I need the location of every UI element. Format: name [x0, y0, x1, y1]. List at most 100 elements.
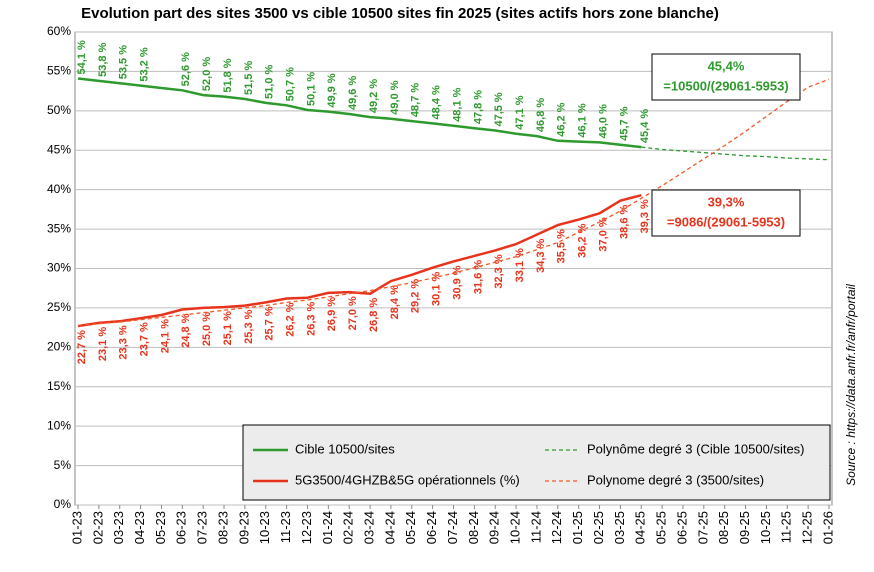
data-label: 32,3 % [493, 254, 505, 288]
data-label: 46,1 % [577, 103, 589, 137]
y-tick-label: 35% [47, 221, 71, 235]
annotation-box [651, 189, 801, 237]
data-label: 37,0 % [597, 217, 609, 251]
legend-label: Polynome degré 3 (3500/sites) [587, 472, 764, 487]
x-tick-label: 06-24 [424, 511, 439, 544]
data-label: 26,9 % [326, 297, 338, 331]
y-tick-label: 60% [47, 24, 71, 38]
data-label: 50,7 % [285, 67, 297, 101]
x-tick-label: 12-24 [549, 511, 564, 544]
x-tick-label: 01-23 [69, 511, 84, 544]
x-tick-label: 07-23 [195, 511, 210, 544]
data-label: 46,2 % [556, 102, 568, 136]
data-label: 35,5 % [556, 229, 568, 263]
data-label: 49,6 % [347, 76, 359, 110]
data-label: 22,7 % [76, 330, 88, 364]
series-line [77, 77, 642, 149]
x-tick-label: 12-25 [800, 511, 815, 544]
x-tick-label: 11-23 [278, 511, 293, 543]
data-label: 45,7 % [618, 106, 630, 140]
y-tick-label: 15% [47, 379, 71, 393]
data-label: 48,4 % [431, 85, 443, 119]
data-label: 49,9 % [326, 73, 338, 107]
annotation-text: =9086/(29061-5953) [667, 214, 785, 229]
legend [242, 424, 831, 501]
data-label: 49,0 % [389, 80, 401, 114]
data-label: 24,8 % [180, 313, 192, 347]
x-tick-label: 12-23 [299, 511, 314, 544]
x-tick-label: 08-23 [215, 511, 230, 544]
data-label: 27,0 % [347, 296, 359, 330]
data-label: 38,6 % [618, 204, 630, 238]
data-label: 50,1 % [305, 72, 317, 106]
data-label: 47,1 % [514, 95, 526, 129]
x-tick-label: 10-23 [257, 511, 272, 544]
x-tick-label: 09-23 [236, 511, 251, 544]
y-tick-label: 25% [47, 300, 71, 314]
annotation-text: =10500/(29061-5953) [663, 78, 788, 93]
y-tick-label: 5% [54, 458, 72, 472]
x-tick-label: 08-24 [466, 511, 481, 544]
x-tick-label: 05-23 [153, 511, 168, 544]
x-tick-label: 09-24 [487, 511, 502, 544]
x-tick-label: 02-24 [341, 511, 356, 544]
data-label: 46,0 % [597, 104, 609, 138]
x-tick-label: 05-25 [654, 511, 669, 544]
x-tick-label: 05-24 [403, 511, 418, 544]
y-tick-label: 0% [54, 497, 72, 511]
x-tick-label: 11-24 [528, 511, 543, 543]
y-tick-label: 40% [47, 182, 71, 196]
data-label: 33,1 % [514, 248, 526, 282]
trend-line [77, 78, 830, 326]
data-label: 48,7 % [410, 83, 422, 117]
y-tick-label: 30% [47, 261, 71, 275]
annotation-box [651, 53, 801, 101]
data-label: 51,5 % [243, 61, 255, 95]
data-label: 54,1 % [76, 40, 88, 74]
data-label: 34,3 % [535, 238, 547, 272]
data-label: 28,4 % [389, 285, 401, 319]
x-tick-label: 04-23 [132, 511, 147, 544]
data-label: 24,1 % [159, 319, 171, 353]
data-label: 26,3 % [305, 301, 317, 335]
x-tick-label: 02-23 [90, 511, 105, 544]
x-tick-label: 11-25 [779, 511, 794, 543]
x-tick-label: 04-24 [382, 511, 397, 544]
data-label: 52,0 % [201, 57, 213, 91]
x-tick-label: 10-25 [758, 511, 773, 544]
data-label: 49,2 % [368, 79, 380, 113]
data-label: 23,7 % [138, 322, 150, 356]
legend-label: Cible 10500/sites [295, 441, 395, 456]
y-tick-label: 50% [47, 103, 71, 117]
data-label: 29,2 % [410, 279, 422, 313]
data-label: 48,1 % [451, 87, 463, 121]
data-label: 30,9 % [451, 265, 463, 299]
x-tick-label: 07-24 [445, 511, 460, 544]
data-label: 53,8 % [97, 42, 109, 76]
data-label: 26,8 % [368, 298, 380, 332]
data-label: 25,7 % [264, 306, 276, 340]
data-label: 47,8 % [472, 90, 484, 124]
chart-title: Evolution part des sites 3500 vs cible 1… [81, 5, 719, 22]
data-label: 39,3 % [639, 199, 651, 233]
annotation-text: 45,4% [708, 58, 745, 73]
legend-label: 5G3500/4GHZB&5G opérationnels (%) [295, 472, 520, 487]
data-label: 51,0 % [264, 64, 276, 98]
data-label: 25,0 % [201, 312, 213, 346]
data-label: 25,3 % [243, 309, 255, 343]
x-tick-label: 03-24 [361, 511, 376, 544]
x-tick-label: 04-25 [633, 511, 648, 544]
data-label: 23,1 % [97, 327, 109, 361]
x-tick-label: 09-25 [737, 511, 752, 544]
annotation-text: 39,3% [708, 194, 745, 209]
y-tick-label: 55% [47, 64, 71, 78]
source: Source : https://data.anfr.fr/anfr/porta… [844, 284, 858, 486]
x-tick-label: 07-25 [695, 511, 710, 544]
y-tick-label: 20% [47, 340, 71, 354]
x-tick-label: 08-25 [716, 511, 731, 544]
x-tick-label: 06-25 [674, 511, 689, 544]
data-label: 23,3 % [118, 325, 130, 359]
x-tick-label: 02-25 [591, 511, 606, 544]
